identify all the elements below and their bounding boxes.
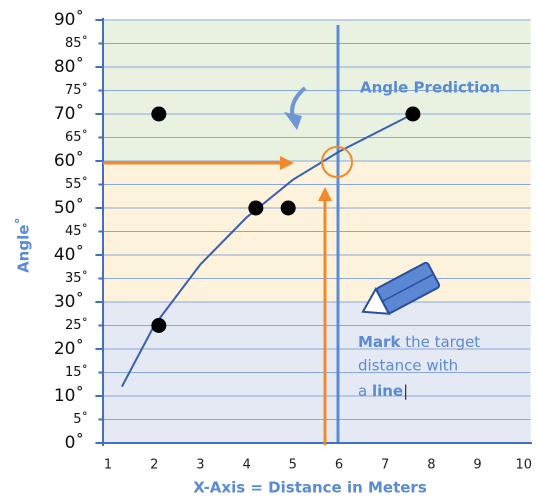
y-tick-label: 80˚	[54, 56, 84, 77]
note: a line|	[358, 382, 408, 400]
data-point	[151, 318, 166, 333]
y-tick-label: 75˚	[65, 82, 88, 98]
y-tick-label: 35˚	[65, 270, 88, 286]
y-tick-label: 5˚	[73, 411, 88, 427]
y-tick-label: 25˚	[65, 317, 88, 333]
y-tick-label: 20˚	[54, 338, 84, 359]
y-tick-label: 55˚	[65, 176, 88, 192]
y-tick-label: 90˚	[54, 9, 84, 30]
y-axis-label: Angle˚	[15, 217, 33, 273]
chart: Angle Prediction Mark the target distanc…	[0, 0, 539, 498]
x-axis-label: X-Axis = Distance in Meters	[193, 479, 427, 497]
y-tick-label: 85˚	[65, 35, 88, 51]
note-bold: Mark	[358, 333, 401, 351]
data-point	[281, 201, 296, 216]
note: distance with	[358, 357, 458, 375]
x-tick-label: 3	[196, 458, 204, 473]
note-cursor: |	[403, 382, 408, 400]
note: Mark the target	[358, 333, 480, 351]
x-tick-label: 9	[473, 458, 481, 473]
prediction-label: Angle Prediction	[360, 79, 500, 97]
x-tick-label: 1	[104, 458, 112, 473]
y-tick-label: 70˚	[54, 103, 84, 124]
x-tick-label: 4	[242, 458, 250, 473]
x-tick-label: 7	[381, 458, 389, 473]
y-tick-label: 30˚	[54, 291, 84, 312]
data-point	[248, 201, 263, 216]
y-tick-label: 45˚	[65, 223, 88, 239]
data-point	[151, 107, 166, 122]
note-text: a	[358, 382, 372, 400]
x-tick-label: 2	[150, 458, 158, 473]
y-tick-label: 65˚	[65, 129, 88, 145]
y-tick-label: 15˚	[65, 364, 88, 380]
x-tick-label: 10	[515, 458, 532, 473]
y-tick-label: 60˚	[54, 150, 84, 171]
note-text: the target	[400, 333, 480, 351]
y-tick-label: 50˚	[54, 197, 84, 218]
y-tick-label: 40˚	[54, 244, 84, 265]
x-tick-label: 8	[427, 458, 435, 473]
note-bold: line	[372, 382, 403, 400]
y-tick-label: 0˚	[65, 432, 84, 453]
y-tick-label: 10˚	[54, 385, 84, 406]
x-tick-label: 5	[289, 458, 297, 473]
x-tick-label: 6	[335, 458, 343, 473]
data-point	[405, 107, 420, 122]
